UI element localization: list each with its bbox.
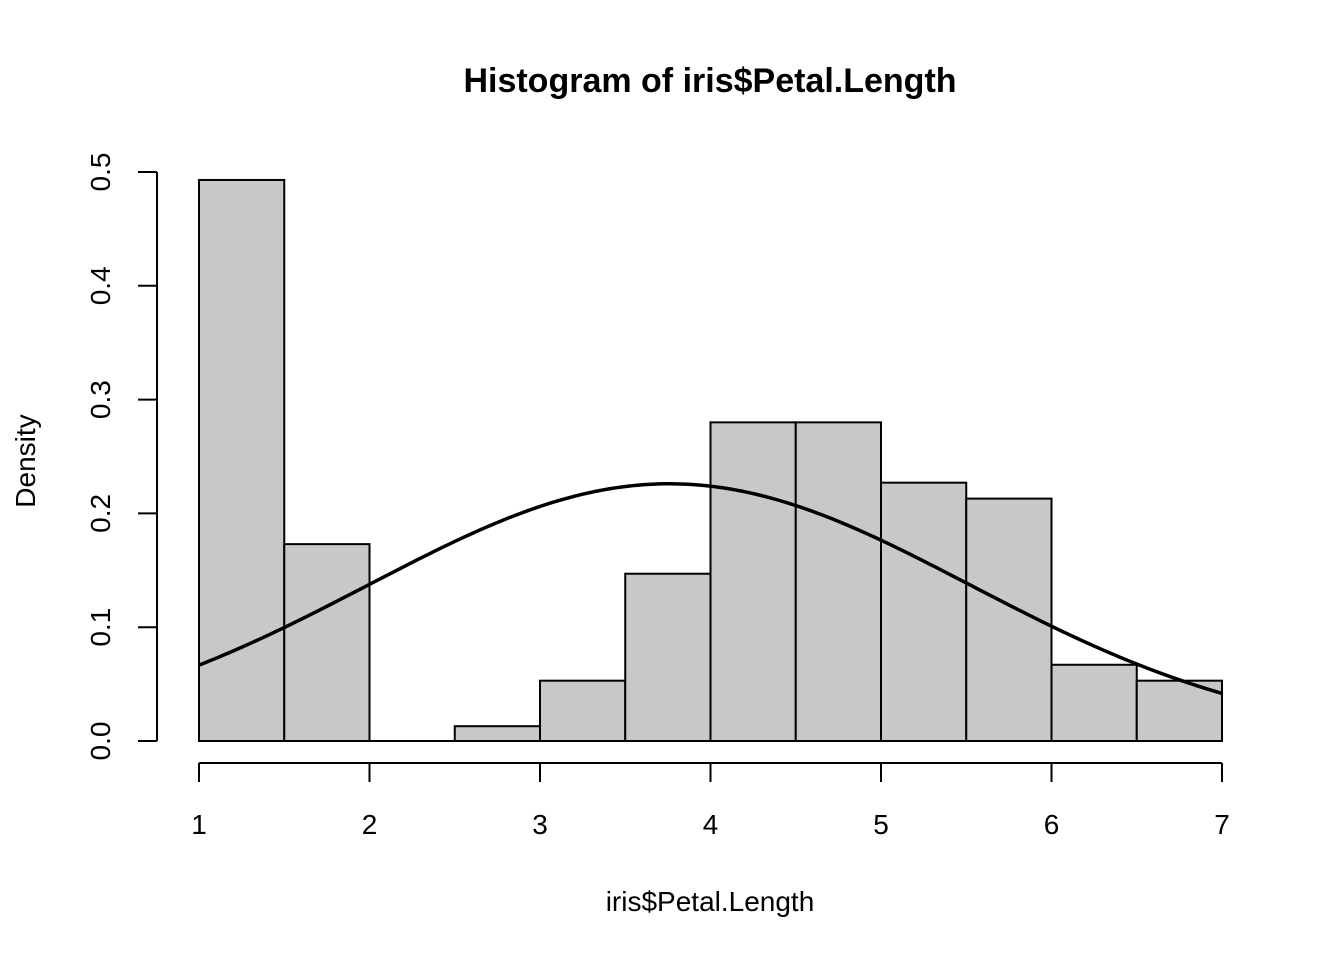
y-tick-label: 0.2 bbox=[85, 494, 116, 533]
histogram-bar-1 bbox=[198, 178, 286, 742]
histogram-bar-6 bbox=[624, 572, 712, 742]
histogram-bar-8 bbox=[794, 421, 882, 742]
histogram-bars bbox=[198, 178, 1223, 743]
y-tick-label: 0.3 bbox=[85, 380, 116, 419]
y-tick-label: 0.0 bbox=[85, 722, 116, 761]
normal-density-curve bbox=[198, 482, 1223, 696]
x-tick-label: 3 bbox=[532, 809, 548, 840]
y-tick-label: 0.5 bbox=[85, 153, 116, 192]
x-tick-label: 2 bbox=[362, 809, 378, 840]
y-axis-label: Density bbox=[10, 414, 41, 507]
histogram-bar-2 bbox=[283, 543, 371, 742]
x-axis: 1 2 3 4 5 6 7 bbox=[191, 762, 1230, 840]
x-axis-label: iris$Petal.Length bbox=[606, 886, 815, 917]
x-tick-label: 4 bbox=[703, 809, 719, 840]
y-axis: 0.0 0.1 0.2 0.3 0.4 0.5 bbox=[85, 153, 158, 761]
y-tick-label: 0.1 bbox=[85, 608, 116, 647]
y-tick-label: 0.4 bbox=[85, 266, 116, 305]
x-tick-label: 5 bbox=[873, 809, 889, 840]
x-tick-label: 7 bbox=[1214, 809, 1230, 840]
chart-title: Histogram of iris$Petal.Length bbox=[463, 62, 956, 100]
histogram-bar-9 bbox=[880, 481, 968, 742]
histogram-bar-7 bbox=[709, 421, 797, 742]
histogram-bar-4 bbox=[453, 725, 541, 742]
x-tick-label: 1 bbox=[191, 809, 207, 840]
x-tick-label: 6 bbox=[1044, 809, 1060, 840]
histogram-bar-11 bbox=[1050, 663, 1138, 743]
histogram-bar-12 bbox=[1135, 679, 1223, 742]
histogram-bar-5 bbox=[539, 679, 627, 742]
